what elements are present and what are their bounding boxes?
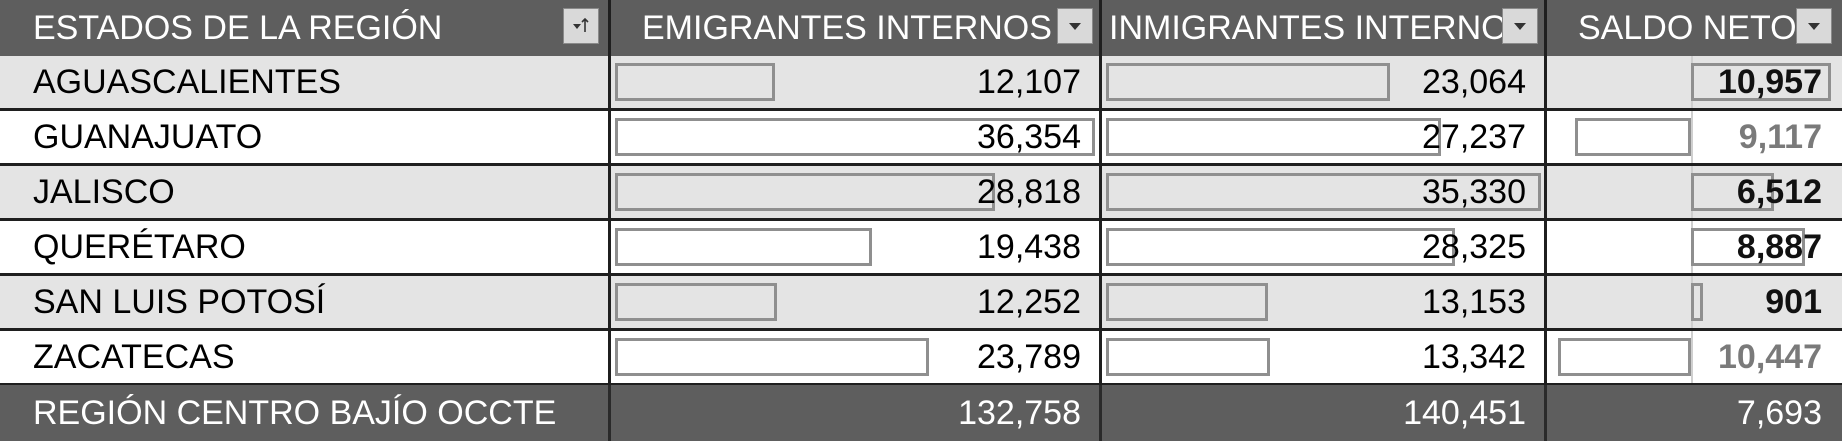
- inmigrantes-data-bar: [1106, 173, 1541, 211]
- table-total-row: REGIÓN CENTRO BAJÍO OCCTE 132,758 140,45…: [0, 385, 1842, 441]
- column-divider: [608, 385, 611, 441]
- emigrantes-data-bar: [615, 338, 929, 376]
- header-emigrantes: EMIGRANTES INTERNOS: [642, 8, 1052, 47]
- column-divider: [608, 0, 611, 56]
- column-divider: [608, 331, 611, 383]
- emigrantes-data-bar: [615, 173, 995, 211]
- saldo-positive-bar: [1691, 228, 1805, 266]
- column-divider: [1099, 56, 1102, 108]
- saldo-neto-value: 6,512: [1736, 172, 1822, 211]
- column-divider: [1544, 331, 1547, 383]
- emigrantes-value: 12,252: [977, 282, 1081, 321]
- emigrantes-data-bar: [615, 118, 1095, 156]
- table-header-row: ESTADOS DE LA REGIÓN EMIGRANTES INTERNOS…: [0, 0, 1842, 56]
- header-saldo-neto: SALDO NETO: [1578, 8, 1796, 47]
- sort-filter-icon[interactable]: [563, 8, 599, 44]
- column-divider: [1099, 221, 1102, 273]
- inmigrantes-data-bar: [1106, 63, 1390, 101]
- state-name-cell: JALISCO: [33, 172, 175, 211]
- emigrantes-value: 28,818: [977, 172, 1081, 211]
- state-name-cell: AGUASCALIENTES: [33, 62, 341, 101]
- saldo-neto-value: 10,447: [1718, 337, 1822, 376]
- total-inmigrantes: 140,451: [1403, 393, 1526, 432]
- column-divider: [608, 166, 611, 218]
- table-row[interactable]: AGUASCALIENTES 12,107 23,064 10,957: [0, 56, 1842, 111]
- saldo-neto-value: 8,887: [1736, 227, 1822, 266]
- column-divider: [1099, 276, 1102, 328]
- saldo-axis-line: [1691, 331, 1693, 383]
- inmigrantes-value: 35,330: [1422, 172, 1526, 211]
- inmigrantes-value: 23,064: [1422, 62, 1526, 101]
- inmigrantes-value: 13,153: [1422, 282, 1526, 321]
- saldo-positive-bar: [1691, 283, 1703, 321]
- saldo-neto-value: 901: [1765, 282, 1822, 321]
- column-divider: [1099, 331, 1102, 383]
- table-row[interactable]: SAN LUIS POTOSÍ 12,252 13,153 901: [0, 276, 1842, 331]
- emigrantes-value: 19,438: [977, 227, 1081, 266]
- emigrantes-value: 36,354: [977, 117, 1081, 156]
- total-saldo-neto: 7,693: [1736, 393, 1822, 432]
- inmigrantes-data-bar: [1106, 118, 1441, 156]
- filter-dropdown-icon[interactable]: [1057, 8, 1093, 44]
- emigrantes-data-bar: [615, 63, 775, 101]
- column-divider: [1544, 276, 1547, 328]
- filter-dropdown-icon[interactable]: [1502, 8, 1538, 44]
- column-divider: [1099, 166, 1102, 218]
- table-row[interactable]: JALISCO 28,818 35,330 6,512: [0, 166, 1842, 221]
- filter-dropdown-icon[interactable]: [1796, 8, 1832, 44]
- column-divider: [608, 276, 611, 328]
- column-divider: [1099, 0, 1102, 56]
- column-divider: [1544, 385, 1547, 441]
- table-row[interactable]: QUERÉTARO 19,438 28,325 8,887: [0, 221, 1842, 276]
- inmigrantes-data-bar: [1106, 283, 1268, 321]
- emigrantes-value: 12,107: [977, 62, 1081, 101]
- column-divider: [1544, 221, 1547, 273]
- header-estados: ESTADOS DE LA REGIÓN: [33, 8, 443, 47]
- total-emigrantes: 132,758: [958, 393, 1081, 432]
- inmigrantes-value: 28,325: [1422, 227, 1526, 266]
- inmigrantes-value: 13,342: [1422, 337, 1526, 376]
- column-divider: [608, 221, 611, 273]
- column-divider: [1544, 166, 1547, 218]
- column-divider: [608, 111, 611, 163]
- emigrantes-value: 23,789: [977, 337, 1081, 376]
- column-divider: [1099, 111, 1102, 163]
- table-row[interactable]: ZACATECAS 23,789 13,342 10,447: [0, 331, 1842, 386]
- inmigrantes-data-bar: [1106, 338, 1270, 376]
- column-divider: [1099, 385, 1102, 441]
- state-name-cell: SAN LUIS POTOSÍ: [33, 282, 326, 321]
- emigrantes-data-bar: [615, 228, 872, 266]
- saldo-neto-value: 9,117: [1738, 117, 1822, 156]
- inmigrantes-data-bar: [1106, 228, 1455, 266]
- state-name-cell: GUANAJUATO: [33, 117, 263, 156]
- column-divider: [608, 56, 611, 108]
- total-label: REGIÓN CENTRO BAJÍO OCCTE: [33, 393, 557, 432]
- saldo-negative-bar: [1558, 338, 1691, 376]
- saldo-axis-line: [1691, 111, 1693, 163]
- saldo-negative-bar: [1575, 118, 1691, 156]
- column-divider: [1544, 111, 1547, 163]
- saldo-neto-value: 10,957: [1718, 62, 1822, 101]
- inmigrantes-value: 27,237: [1422, 117, 1526, 156]
- table-row[interactable]: GUANAJUATO 36,354 27,237 9,117: [0, 111, 1842, 166]
- header-inmigrantes: INMIGRANTES INTERNOS: [1109, 8, 1506, 47]
- column-divider: [1544, 0, 1547, 56]
- state-name-cell: ZACATECAS: [33, 337, 235, 376]
- state-name-cell: QUERÉTARO: [33, 227, 246, 266]
- saldo-positive-bar: [1691, 63, 1831, 101]
- emigrantes-data-bar: [615, 283, 777, 321]
- saldo-positive-bar: [1691, 173, 1774, 211]
- column-divider: [1544, 56, 1547, 108]
